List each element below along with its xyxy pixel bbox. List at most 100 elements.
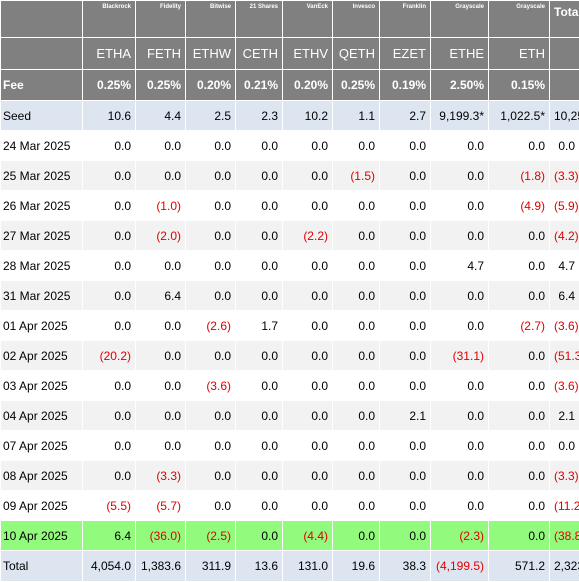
- flow-cell: 0.0: [431, 461, 489, 491]
- ticker-header: ETHV: [283, 38, 333, 70]
- flow-cell: 0.0: [186, 221, 236, 251]
- fee-cell: 0.20%: [186, 70, 236, 101]
- flow-cell: 0.0: [380, 251, 431, 281]
- flow-cell: 0.0: [83, 431, 136, 461]
- flow-cell: 0.0: [489, 431, 550, 461]
- flow-cell: 0.0: [186, 131, 236, 161]
- flow-cell: 0.0: [136, 401, 186, 431]
- flow-cell: 0.0: [136, 311, 186, 341]
- flow-cell: 0.0: [83, 191, 136, 221]
- total-column-header: Total: [550, 1, 579, 38]
- row-total-cell: 0.0: [550, 131, 579, 161]
- fee-cell: 0.19%: [380, 70, 431, 101]
- flow-cell: 0.0: [333, 191, 380, 221]
- corner-cell: [1, 38, 83, 70]
- ticker-header: QETH: [333, 38, 380, 70]
- fee-label: Fee: [1, 70, 83, 101]
- ticker-header: ETHA: [83, 38, 136, 70]
- flow-cell: 0.0: [83, 401, 136, 431]
- flow-cell: 0.0: [136, 161, 186, 191]
- flow-cell: 0.0: [431, 131, 489, 161]
- row-total-cell: 2.1: [550, 401, 579, 431]
- fee-cell: 0.15%: [489, 70, 550, 101]
- flow-cell: 0.0: [136, 341, 186, 371]
- flow-cell: 0.0: [431, 221, 489, 251]
- flow-cell: 0.0: [283, 461, 333, 491]
- flow-cell: 0.0: [489, 341, 550, 371]
- fee-cell: 2.50%: [431, 70, 489, 101]
- table-row: 09 Apr 2025 (5.5) (5.7) 0.0 0.0 0.0 0.0 …: [1, 491, 579, 521]
- flow-cell: 0.0: [83, 251, 136, 281]
- row-total-cell: (11.2): [550, 491, 579, 521]
- flow-cell: 0.0: [431, 491, 489, 521]
- row-total-cell: (3.3): [550, 461, 579, 491]
- flow-cell: 0.0: [236, 461, 283, 491]
- ticker-header-row: ETHA FETH ETHW CETH ETHV QETH EZET ETHE …: [1, 38, 579, 70]
- row-label: 03 Apr 2025: [1, 371, 83, 401]
- row-label: 31 Mar 2025: [1, 281, 83, 311]
- flow-cell: 2.3: [236, 101, 283, 131]
- flow-cell: 0.0: [283, 311, 333, 341]
- row-label: 26 Mar 2025: [1, 191, 83, 221]
- row-label: 28 Mar 2025: [1, 251, 83, 281]
- flow-cell: 2.5: [186, 101, 236, 131]
- table-row: 27 Mar 2025 0.0 (2.0) 0.0 0.0 (2.2) 0.0 …: [1, 221, 579, 251]
- table-row: 24 Mar 2025 0.0 0.0 0.0 0.0 0.0 0.0 0.0 …: [1, 131, 579, 161]
- flow-cell: (1.5): [333, 161, 380, 191]
- flow-cell: 0.0: [186, 431, 236, 461]
- flow-cell: (20.2): [83, 341, 136, 371]
- table-row: 28 Mar 2025 0.0 0.0 0.0 0.0 0.0 0.0 0.0 …: [1, 251, 579, 281]
- flow-cell: 0.0: [136, 131, 186, 161]
- flow-cell: 0.0: [431, 311, 489, 341]
- table-row: 04 Apr 2025 0.0 0.0 0.0 0.0 0.0 0.0 2.1 …: [1, 401, 579, 431]
- row-label: Seed: [1, 101, 83, 131]
- flow-cell: 0.0: [380, 521, 431, 551]
- flow-cell: 0.0: [431, 191, 489, 221]
- row-total-cell: (38.8): [550, 521, 579, 551]
- flow-cell: 0.0: [236, 341, 283, 371]
- flow-cell: 0.0: [380, 311, 431, 341]
- flow-cell: 0.0: [283, 401, 333, 431]
- issuer-header: Grayscale: [431, 1, 489, 38]
- flow-cell: 0.0: [380, 431, 431, 461]
- flow-cell: 0.0: [236, 491, 283, 521]
- flow-cell: 0.0: [186, 401, 236, 431]
- flow-cell: 0.0: [283, 191, 333, 221]
- flow-cell: 0.0: [186, 251, 236, 281]
- flow-cell: 6.4: [83, 521, 136, 551]
- issuer-header: Bitwise: [186, 1, 236, 38]
- fee-cell: 0.25%: [136, 70, 186, 101]
- flow-cell: 0.0: [236, 221, 283, 251]
- flow-cell: 0.0: [380, 281, 431, 311]
- row-label: 04 Apr 2025: [1, 401, 83, 431]
- flow-cell: (2.0): [136, 221, 186, 251]
- issuer-header: Franklin: [380, 1, 431, 38]
- row-total-cell: 0.0: [550, 431, 579, 461]
- flow-cell: 0.0: [186, 341, 236, 371]
- flow-cell: 0.0: [489, 401, 550, 431]
- flow-cell: 0.0: [283, 341, 333, 371]
- row-label: 10 Apr 2025: [1, 521, 83, 551]
- flow-cell: 0.0: [186, 191, 236, 221]
- issuer-header: Invesco: [333, 1, 380, 38]
- flow-cell: 0.0: [333, 491, 380, 521]
- ticker-header: EZET: [380, 38, 431, 70]
- flow-cell: (1.8): [489, 161, 550, 191]
- flow-cell: (2.5): [186, 521, 236, 551]
- table-row: 03 Apr 2025 0.0 0.0 (3.6) 0.0 0.0 0.0 0.…: [1, 371, 579, 401]
- flow-cell: (31.1): [431, 341, 489, 371]
- flow-cell: 0.0: [380, 191, 431, 221]
- flow-cell: 0.0: [83, 371, 136, 401]
- flow-cell: (4.9): [489, 191, 550, 221]
- flow-cell: 4.4: [136, 101, 186, 131]
- flow-cell: 0.0: [380, 221, 431, 251]
- table-row: 01 Apr 2025 0.0 0.0 (2.6) 1.7 0.0 0.0 0.…: [1, 311, 579, 341]
- flow-cell: (36.0): [136, 521, 186, 551]
- flow-cell: 0.0: [283, 281, 333, 311]
- flow-cell: 0.0: [186, 491, 236, 521]
- fee-cell: 0.25%: [333, 70, 380, 101]
- row-label: 25 Mar 2025: [1, 161, 83, 191]
- flow-cell: 0.0: [83, 221, 136, 251]
- ticker-header-blank: [550, 38, 579, 70]
- flow-cell: 0.0: [380, 491, 431, 521]
